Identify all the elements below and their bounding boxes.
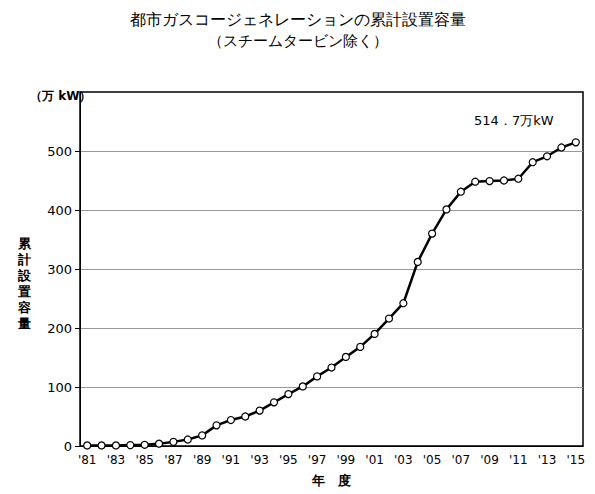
svg-text:500: 500 (47, 144, 72, 159)
svg-text:'95: '95 (279, 453, 298, 467)
svg-text:514．7万kW: 514．7万kW (474, 113, 554, 128)
svg-text:'01: '01 (365, 453, 384, 467)
svg-text:'81: '81 (78, 453, 97, 467)
svg-text:都市ガスコージェネレーションの累計設置容量: 都市ガスコージェネレーションの累計設置容量 (130, 10, 466, 29)
svg-text:計: 計 (17, 252, 31, 267)
svg-text:年 度: 年 度 (311, 473, 351, 488)
svg-text:200: 200 (47, 321, 72, 336)
svg-text:'07: '07 (452, 453, 471, 467)
svg-text:100: 100 (47, 380, 72, 395)
svg-text:'11: '11 (509, 453, 528, 467)
svg-text:容: 容 (17, 300, 31, 315)
svg-text:累: 累 (17, 236, 32, 251)
svg-text:'87: '87 (164, 453, 183, 467)
svg-text:'97: '97 (308, 453, 327, 467)
svg-text:'03: '03 (394, 453, 413, 467)
svg-text:400: 400 (47, 203, 72, 218)
svg-text:設: 設 (17, 268, 32, 283)
svg-text:量: 量 (17, 316, 31, 331)
svg-text:'83: '83 (107, 453, 126, 467)
svg-text:'09: '09 (480, 453, 499, 467)
svg-text:'99: '99 (337, 453, 356, 467)
svg-text:置: 置 (17, 284, 31, 299)
svg-text:'91: '91 (222, 453, 241, 467)
svg-text:300: 300 (47, 262, 72, 277)
svg-text:'93: '93 (250, 453, 269, 467)
svg-text:'13: '13 (538, 453, 557, 467)
svg-text:（スチームタービン除く）: （スチームタービン除く） (208, 32, 388, 50)
svg-text:'15: '15 (567, 453, 586, 467)
svg-text:'89: '89 (193, 453, 212, 467)
svg-text:（万 kW）: （万 kW） (30, 89, 91, 103)
svg-text:'05: '05 (423, 453, 442, 467)
svg-text:'85: '85 (135, 453, 154, 467)
svg-text:0: 0 (64, 439, 72, 454)
